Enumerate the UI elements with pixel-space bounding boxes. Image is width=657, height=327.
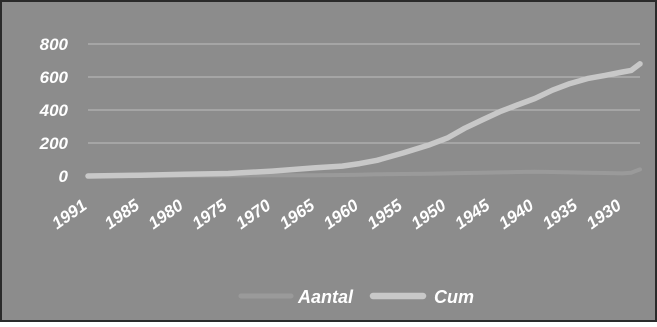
series-line-cum bbox=[85, 61, 643, 179]
y-tick-label: 200 bbox=[39, 134, 69, 153]
legend: Aantal Cum bbox=[238, 287, 474, 307]
legend-label-aantal: Aantal bbox=[297, 287, 354, 307]
y-tick-label: 800 bbox=[40, 35, 69, 54]
y-tick-label: 400 bbox=[39, 101, 69, 120]
y-axis-tick-labels: 0 200 400 600 800 bbox=[39, 35, 69, 186]
legend-label-cum: Cum bbox=[434, 287, 474, 307]
series-lines bbox=[85, 61, 643, 179]
gridlines bbox=[88, 43, 640, 144]
y-tick-label: 600 bbox=[40, 68, 69, 87]
y-tick-label: 0 bbox=[59, 167, 69, 186]
series-line-aantal bbox=[86, 167, 642, 178]
